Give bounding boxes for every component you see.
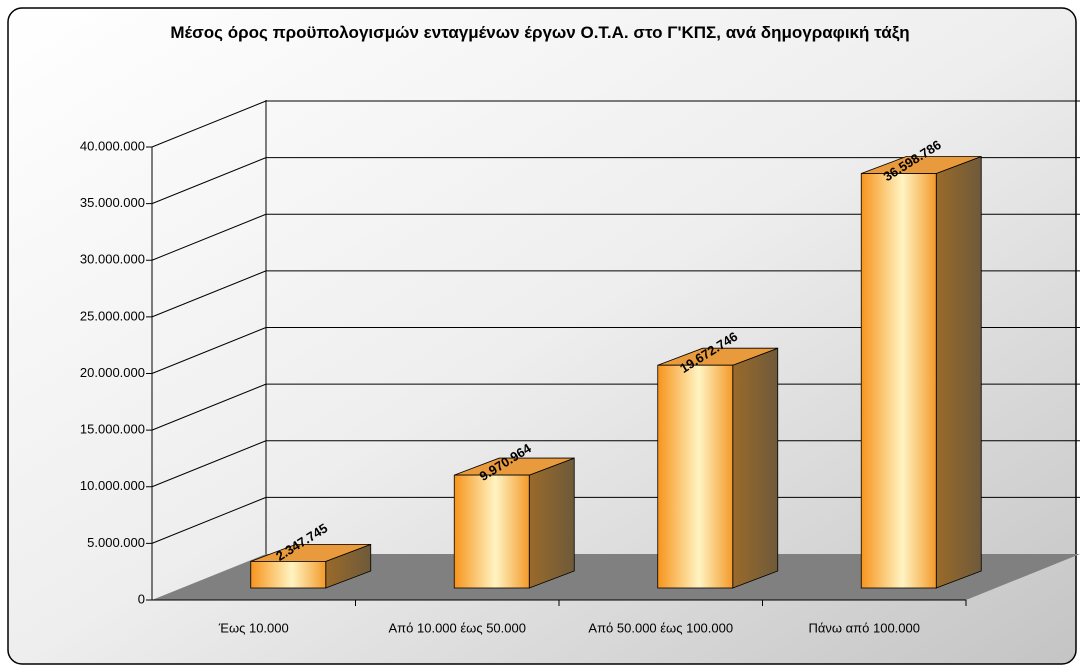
- grid-line: [151, 440, 267, 488]
- grid-line: [151, 157, 267, 205]
- bar-side: [528, 457, 575, 589]
- y-tick-label: 35.000.000: [80, 195, 145, 210]
- y-tick-label: 0: [138, 591, 145, 606]
- bar-side: [935, 155, 982, 589]
- chart-area: [7, 7, 1077, 665]
- y-tick-label: 15.000.000: [80, 422, 145, 437]
- chart-title: Μέσος όρος προϋπολογισμών ενταγμένων έργ…: [170, 23, 910, 42]
- floor: [152, 554, 1080, 600]
- x-tick-label: Από 10.000 έως 50.000: [389, 620, 526, 635]
- grid-line: [151, 100, 267, 148]
- x-tick-label: Έως 10.000: [218, 620, 289, 635]
- bar-side: [732, 347, 779, 589]
- grid-line: [151, 327, 267, 374]
- grid-line: [151, 496, 267, 544]
- y-tick-label: 5.000.000: [87, 535, 145, 550]
- grid-line: [151, 213, 267, 261]
- x-tick-label: Από 50.000 έως 100.000: [588, 620, 733, 635]
- grid-line: [151, 383, 267, 431]
- grid-line: [151, 270, 267, 318]
- y-tick-label: 30.000.000: [80, 252, 145, 267]
- x-tick-label: Πάνω από 100.000: [809, 620, 920, 635]
- y-tick-label: 40.000.000: [80, 138, 145, 153]
- bar: [453, 474, 530, 589]
- bar: [860, 173, 937, 589]
- y-tick-label: 25.000.000: [80, 308, 145, 323]
- y-tick-label: 20.000.000: [80, 365, 145, 380]
- bar: [657, 364, 734, 589]
- bar: [250, 561, 327, 589]
- y-tick-label: 10.000.000: [80, 478, 145, 493]
